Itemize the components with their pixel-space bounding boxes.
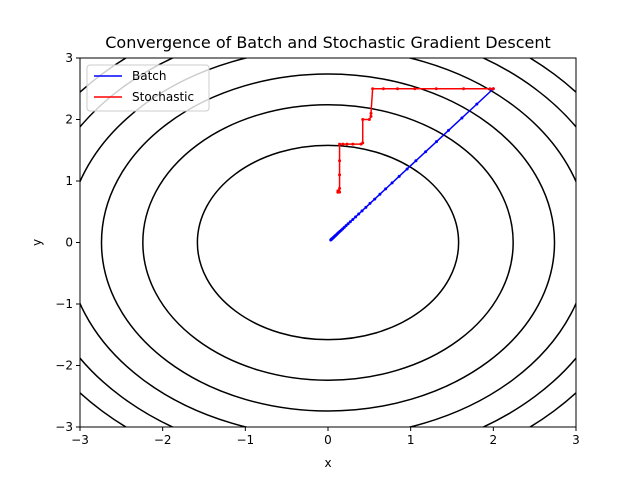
stochastic-point (434, 87, 438, 91)
stochastic-point (338, 159, 342, 163)
batch-point (360, 209, 364, 213)
batch-point (405, 167, 409, 171)
batch-point (397, 174, 401, 178)
stochastic-series-line (337, 88, 494, 193)
y-tick-label: −3 (55, 420, 73, 434)
x-tick-label: −3 (71, 433, 89, 447)
stochastic-point (381, 87, 385, 91)
stochastic-point (345, 142, 349, 146)
batch-point (424, 150, 428, 154)
y-tick-label: 3 (65, 51, 73, 65)
series-layer (329, 87, 495, 242)
x-tick-label: 3 (572, 433, 580, 447)
contour-line-3 (100, 73, 556, 412)
x-axis: −3 −2 −1 0 1 2 3 (71, 427, 580, 447)
stochastic-point (367, 118, 371, 121)
batch-point (460, 116, 464, 120)
stochastic-point (462, 87, 466, 91)
x-tick-label: 1 (407, 433, 415, 447)
batch-point (414, 159, 418, 163)
contour-line-1 (196, 144, 460, 341)
stochastic-point (395, 87, 399, 91)
stochastic-point (491, 87, 495, 91)
y-axis: −3 −2 −1 0 1 2 3 (55, 51, 80, 434)
batch-point (434, 140, 438, 144)
plot-frame (79, 57, 577, 428)
batch-point (390, 181, 394, 185)
chart-title: Convergence of Batch and Stochastic Grad… (105, 33, 551, 52)
contour-layer (80, 58, 576, 427)
y-tick-label: −1 (55, 297, 73, 311)
batch-point (354, 215, 358, 219)
batch-point (368, 201, 372, 205)
stochastic-point (488, 87, 492, 91)
batch-point (475, 102, 479, 106)
stochastic-point (338, 186, 342, 190)
contour-line-2 (142, 103, 514, 382)
stochastic-point (361, 118, 365, 121)
batch-point (378, 192, 382, 196)
x-tick-label: −1 (236, 433, 254, 447)
batch-point (346, 222, 350, 226)
batch-point (348, 220, 352, 224)
stochastic-point (351, 142, 355, 146)
y-axis-label: y (30, 239, 44, 246)
batch-legend-label: Batch (132, 69, 167, 83)
batch-point (373, 197, 377, 201)
x-axis-label: x (324, 456, 331, 470)
y-tick-label: 2 (65, 113, 73, 127)
batch-point (329, 238, 333, 242)
y-tick-label: 0 (65, 236, 73, 250)
stochastic-point (338, 142, 342, 146)
stochastic-point (369, 111, 373, 115)
batch-point (351, 217, 355, 221)
y-tick-label: 1 (65, 174, 73, 188)
stochastic-point (371, 87, 375, 91)
stochastic-point (336, 190, 340, 194)
stochastic-point (338, 173, 342, 177)
batch-point (447, 128, 451, 132)
stochastic-point (359, 142, 363, 146)
x-tick-label: 0 (324, 433, 332, 447)
stochastic-point (341, 142, 345, 146)
stochastic-point (369, 114, 373, 118)
y-tick-label: −2 (55, 359, 73, 373)
stochastic-legend-label: Stochastic (132, 90, 194, 104)
stochastic-point (413, 87, 417, 91)
x-tick-label: 2 (490, 433, 498, 447)
legend: Batch Stochastic (86, 64, 210, 112)
batch-point (357, 212, 361, 216)
x-tick-label: −2 (154, 433, 172, 447)
batch-point (384, 187, 388, 191)
batch-point (364, 205, 368, 209)
